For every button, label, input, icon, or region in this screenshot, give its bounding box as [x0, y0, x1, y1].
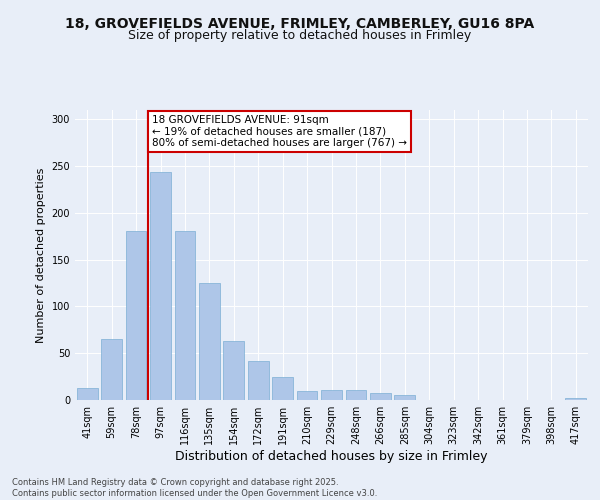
- Text: 18 GROVEFIELDS AVENUE: 91sqm
← 19% of detached houses are smaller (187)
80% of s: 18 GROVEFIELDS AVENUE: 91sqm ← 19% of de…: [152, 114, 407, 148]
- Text: Size of property relative to detached houses in Frimley: Size of property relative to detached ho…: [128, 29, 472, 42]
- Bar: [101, 339, 122, 400]
- Text: Contains HM Land Registry data © Crown copyright and database right 2025.
Contai: Contains HM Land Registry data © Crown c…: [12, 478, 377, 498]
- Bar: [199, 283, 220, 400]
- Bar: [125, 230, 146, 400]
- Bar: [346, 390, 367, 400]
- Bar: [77, 388, 98, 400]
- Bar: [296, 390, 317, 400]
- Bar: [394, 396, 415, 400]
- Bar: [223, 341, 244, 400]
- Bar: [565, 398, 586, 400]
- Y-axis label: Number of detached properties: Number of detached properties: [36, 168, 46, 342]
- Bar: [150, 172, 171, 400]
- Bar: [321, 390, 342, 400]
- Bar: [175, 230, 196, 400]
- Bar: [272, 376, 293, 400]
- X-axis label: Distribution of detached houses by size in Frimley: Distribution of detached houses by size …: [175, 450, 488, 463]
- Bar: [248, 360, 269, 400]
- Text: 18, GROVEFIELDS AVENUE, FRIMLEY, CAMBERLEY, GU16 8PA: 18, GROVEFIELDS AVENUE, FRIMLEY, CAMBERL…: [65, 18, 535, 32]
- Bar: [370, 392, 391, 400]
